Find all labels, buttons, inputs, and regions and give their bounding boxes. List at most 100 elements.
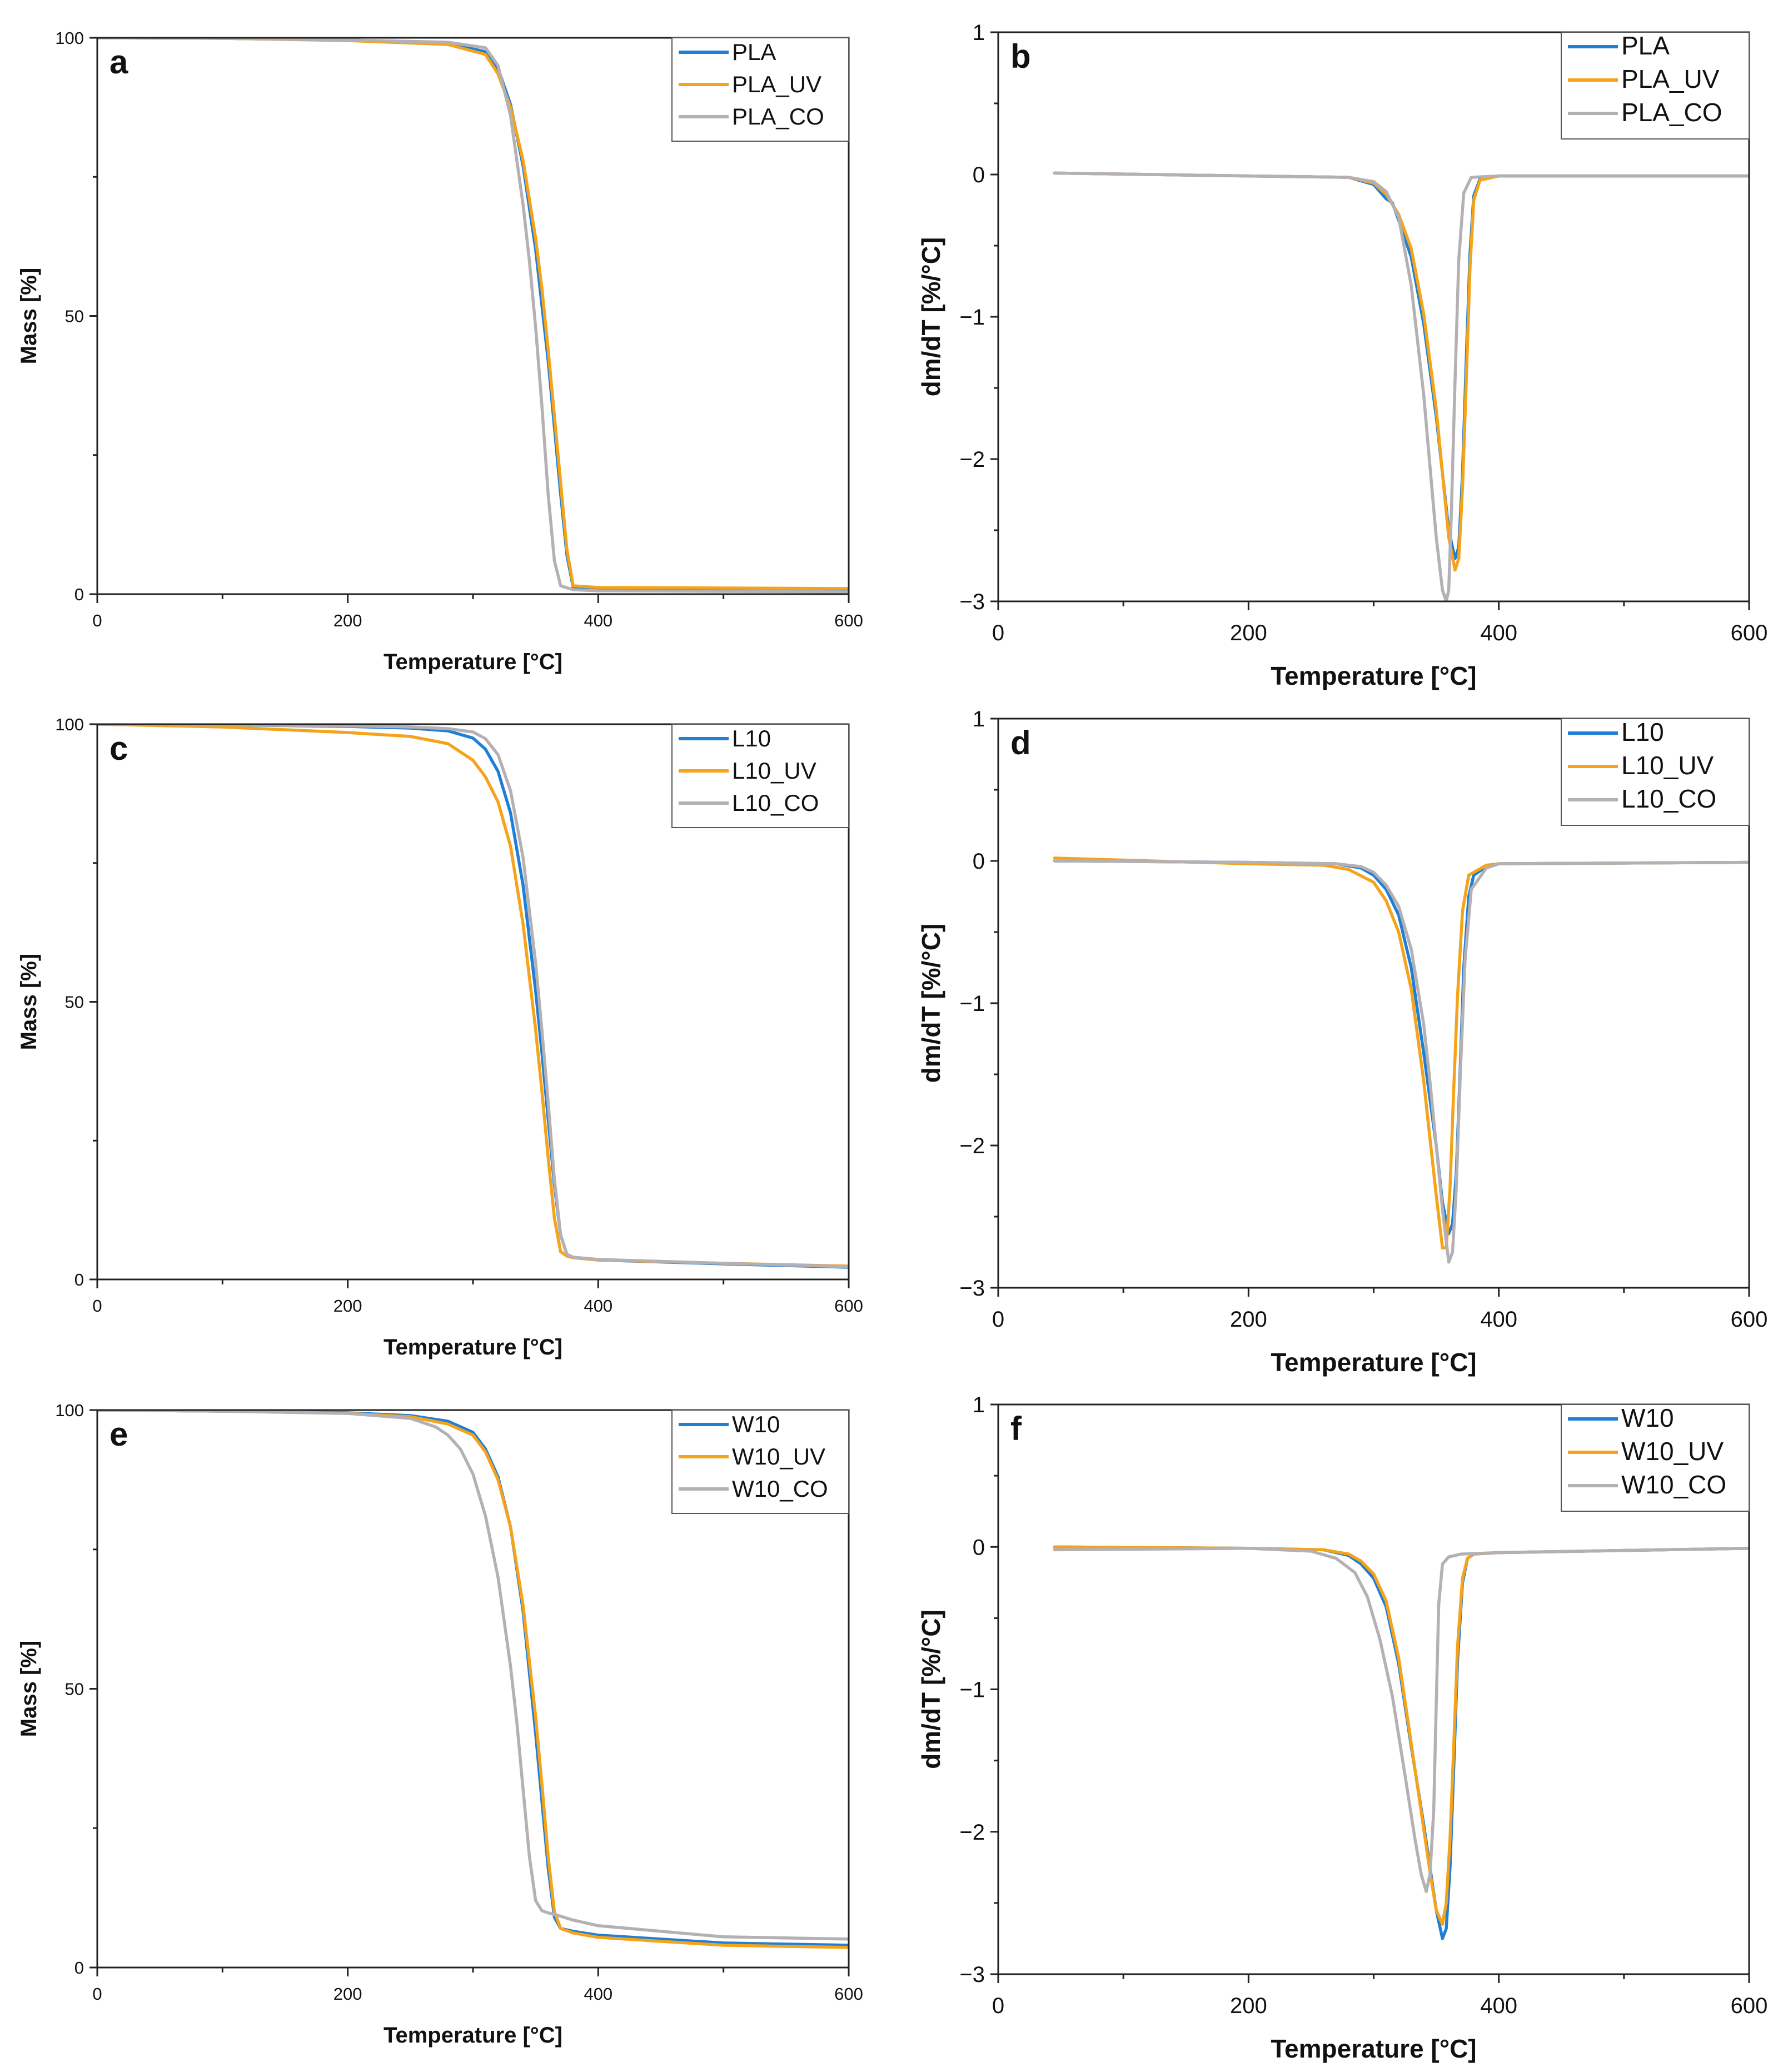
legend-label: L10 xyxy=(732,725,771,751)
y-axis-title: dm/dT [%/°C] xyxy=(917,1610,945,1769)
x-tick-label: 400 xyxy=(584,1984,612,2004)
legend-label: W10 xyxy=(1621,1403,1674,1432)
legend-label: L10_CO xyxy=(732,790,819,816)
y-tick-label: 0 xyxy=(973,163,985,187)
x-tick-label: 400 xyxy=(1480,1307,1517,1332)
y-tick-label: 0 xyxy=(74,1958,84,1978)
x-tick-label: 200 xyxy=(1230,621,1267,645)
legend-label: L10_CO xyxy=(1621,784,1716,813)
legend-box xyxy=(1561,718,1750,826)
y-tick-label: 100 xyxy=(55,715,84,734)
legend-label: W10_UV xyxy=(732,1443,825,1470)
x-tick-label: 600 xyxy=(834,611,863,630)
series-line-pla-co xyxy=(1053,171,1749,601)
y-tick-label: −3 xyxy=(959,1276,985,1301)
y-axis-title: Mass [%] xyxy=(17,954,41,1050)
legend-box xyxy=(671,724,849,828)
series-line-l10-uv xyxy=(1053,856,1749,1250)
panel-a: 0 200 400 600 0 50 100 Temperature [°C] Mass [%]… xyxy=(17,28,863,674)
y-tick-label: −1 xyxy=(959,305,985,330)
y-axis-title: Mass [%] xyxy=(17,268,41,364)
series-line-pla-uv xyxy=(97,38,849,590)
x-tick-label: 600 xyxy=(1731,621,1768,645)
y-tick-label: −1 xyxy=(959,1678,985,1702)
y-axis-title: dm/dT [%/°C] xyxy=(917,237,945,397)
x-axis-title: Temperature [°C] xyxy=(384,650,562,674)
x-tick-label: 400 xyxy=(584,1296,612,1316)
legend-label: PLA xyxy=(732,39,776,65)
panel-letter: e xyxy=(109,1416,128,1453)
series-line-w10-uv xyxy=(97,1410,849,1949)
y-tick-label: 1 xyxy=(973,21,985,45)
legend-box xyxy=(1561,32,1750,140)
y-tick-label: 100 xyxy=(55,1401,84,1420)
legend-label: PLA_UV xyxy=(732,71,821,97)
x-tick-label: 600 xyxy=(1731,1994,1768,2018)
legend-label: W10_UV xyxy=(1621,1437,1724,1466)
x-axis-title: Temperature [°C] xyxy=(384,1335,562,1359)
x-tick-label: 0 xyxy=(92,1296,102,1316)
y-tick-label: 0 xyxy=(74,585,84,604)
panel-c: 0 200 400 600 0 50 100 Temperature [°C] Mass [%]… xyxy=(17,715,863,1359)
y-axis-title: Mass [%] xyxy=(17,1641,41,1737)
x-tick-label: 400 xyxy=(1480,1994,1517,2018)
y-tick-label: 0 xyxy=(973,849,985,874)
x-tick-label: 200 xyxy=(1230,1994,1267,2018)
y-tick-label: 100 xyxy=(55,28,84,48)
y-tick-label: −2 xyxy=(959,1820,985,1845)
x-tick-label: 0 xyxy=(992,1994,1004,2018)
legend-label: L10 xyxy=(1621,718,1664,746)
x-tick-label: 400 xyxy=(584,611,612,630)
legend-label: L10_UV xyxy=(732,758,816,784)
x-tick-label: 600 xyxy=(834,1296,863,1316)
series-line-l10-co xyxy=(1053,859,1749,1264)
panel-f: 0 200 400 600 −3 −2 −1 0 1 Temperature [°C] dm/dT … xyxy=(917,1393,1767,2063)
legend-label: L10_UV xyxy=(1621,751,1714,780)
legend-label: PLA xyxy=(1621,31,1670,60)
x-tick-label: 200 xyxy=(333,1984,362,2004)
x-axis-title: Temperature [°C] xyxy=(384,2023,562,2048)
y-tick-label: −1 xyxy=(959,992,985,1016)
panel-letter: c xyxy=(109,730,128,767)
y-tick-label: 50 xyxy=(65,993,84,1012)
legend-box xyxy=(671,1409,849,1514)
x-tick-label: 0 xyxy=(92,611,102,630)
y-tick-label: −2 xyxy=(959,1134,985,1158)
panel-b: 0 200 400 600 −3 −2 −1 0 1 Temperature [°C] dm/dT … xyxy=(917,21,1767,690)
series-line-l10-co xyxy=(97,724,849,1268)
y-tick-label: −3 xyxy=(959,1963,985,1987)
x-axis-title: Temperature [°C] xyxy=(1271,2034,1476,2063)
legend-box xyxy=(1561,1404,1750,1512)
legend-label: PLA_CO xyxy=(1621,98,1722,127)
y-tick-label: 0 xyxy=(973,1535,985,1560)
x-tick-label: 0 xyxy=(92,1984,102,2004)
x-tick-label: 600 xyxy=(1731,1307,1768,1332)
legend-label: PLA_CO xyxy=(732,103,824,130)
x-axis-title: Temperature [°C] xyxy=(1271,1348,1476,1377)
panel-letter: d xyxy=(1010,724,1031,761)
y-tick-label: 50 xyxy=(65,307,84,326)
x-axis-title: Temperature [°C] xyxy=(1271,661,1476,690)
legend-label: W10 xyxy=(732,1411,780,1437)
series-line-w10 xyxy=(1053,1545,1749,1940)
x-tick-label: 200 xyxy=(333,611,362,630)
x-tick-label: 0 xyxy=(992,1307,1004,1332)
y-tick-label: 0 xyxy=(74,1270,84,1289)
y-tick-label: 1 xyxy=(973,1393,985,1417)
series-line-w10-uv xyxy=(1053,1545,1749,1926)
x-tick-label: 200 xyxy=(333,1296,362,1316)
panel-letter: b xyxy=(1010,38,1031,75)
series-line-pla-co xyxy=(97,38,849,594)
legend-label: PLA_UV xyxy=(1621,64,1720,93)
series-line-w10-co xyxy=(1053,1547,1749,1894)
x-tick-label: 400 xyxy=(1480,621,1517,645)
x-tick-label: 600 xyxy=(834,1984,863,2004)
panel-letter: f xyxy=(1010,1410,1022,1447)
series-line-w10-co xyxy=(97,1410,849,1941)
y-tick-label: 1 xyxy=(973,707,985,731)
x-tick-label: 0 xyxy=(992,621,1004,645)
y-tick-label: −3 xyxy=(959,590,985,614)
legend-box xyxy=(671,37,849,142)
y-axis-title: dm/dT [%/°C] xyxy=(917,924,945,1083)
